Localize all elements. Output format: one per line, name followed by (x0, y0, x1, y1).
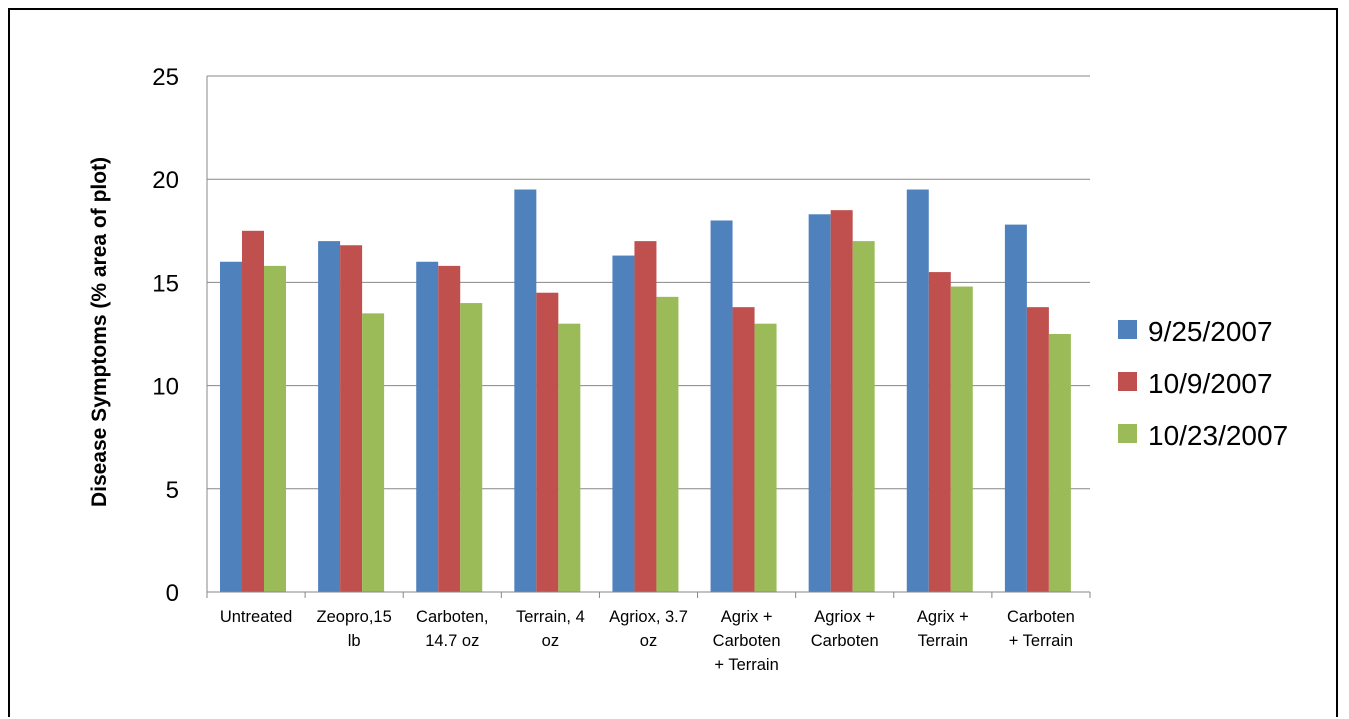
legend-swatch (1118, 320, 1137, 339)
x-tick-label: Agrix + Terrain (917, 608, 969, 650)
bar (340, 245, 363, 593)
bar (732, 307, 755, 592)
bar (634, 241, 657, 592)
legend-label: 10/23/2007 (1148, 420, 1288, 451)
y-tick-label: 5 (166, 477, 179, 504)
bar (558, 323, 581, 592)
x-tick-label: Agrix + Carboten + Terrain (713, 608, 781, 674)
y-tick-label: 20 (152, 167, 179, 194)
bar (656, 296, 679, 592)
legend-swatch (1118, 372, 1137, 391)
bar (906, 189, 929, 592)
legend-label: 9/25/2007 (1148, 316, 1273, 347)
bar (1048, 334, 1071, 592)
legend-label: 10/9/2007 (1148, 368, 1273, 399)
bar (950, 286, 973, 592)
bar (318, 241, 341, 592)
axes: 0 5 10 15 20 25 Untreated Zeopro,15 lb Carboten, 1… (152, 64, 1091, 674)
bar (514, 189, 537, 592)
bar (264, 265, 286, 592)
bar (1004, 224, 1027, 592)
legend: 9/25/2007 10/9/2007 10/23/2007 (1118, 316, 1288, 451)
y-tick-label: 0 (166, 580, 179, 607)
bar (242, 230, 264, 593)
bar (438, 265, 461, 592)
bar (808, 214, 831, 592)
x-tick-label: Zeopro,15 lb (317, 608, 392, 650)
y-tick-label: 15 (152, 270, 179, 297)
bar (852, 241, 875, 592)
x-tick-label: Terrain, 4 oz (516, 608, 585, 650)
bar (830, 210, 853, 592)
x-tick-label: Agriox + Carboten (811, 608, 879, 650)
legend-swatch (1118, 424, 1137, 443)
bars (220, 189, 1071, 593)
y-tick-label: 10 (152, 374, 179, 401)
bar (754, 323, 777, 592)
bar (362, 313, 385, 592)
bar (416, 261, 439, 592)
bar-chart: 0 5 10 15 20 25 Untreated Zeopro,15 lb Carboten, 1… (88, 64, 1288, 674)
y-tick-label: 25 (152, 64, 179, 91)
x-tick-label: Carboten, 14.7 oz (416, 608, 488, 650)
bar (220, 261, 242, 592)
x-tick-label: Agriox, 3.7 oz (609, 608, 688, 650)
x-tick-label: Carboten + Terrain (1007, 608, 1075, 650)
bar (460, 303, 483, 592)
x-tick-label: Untreated (220, 608, 292, 626)
bar (928, 272, 951, 592)
bar (612, 255, 635, 592)
bar (1026, 307, 1049, 592)
y-axis-label: Disease Symptoms (% area of plot) (88, 157, 111, 507)
chart-frame: 0 5 10 15 20 25 Untreated Zeopro,15 lb Carboten, 1… (8, 8, 1338, 717)
bar (536, 292, 559, 592)
bar (710, 220, 733, 593)
